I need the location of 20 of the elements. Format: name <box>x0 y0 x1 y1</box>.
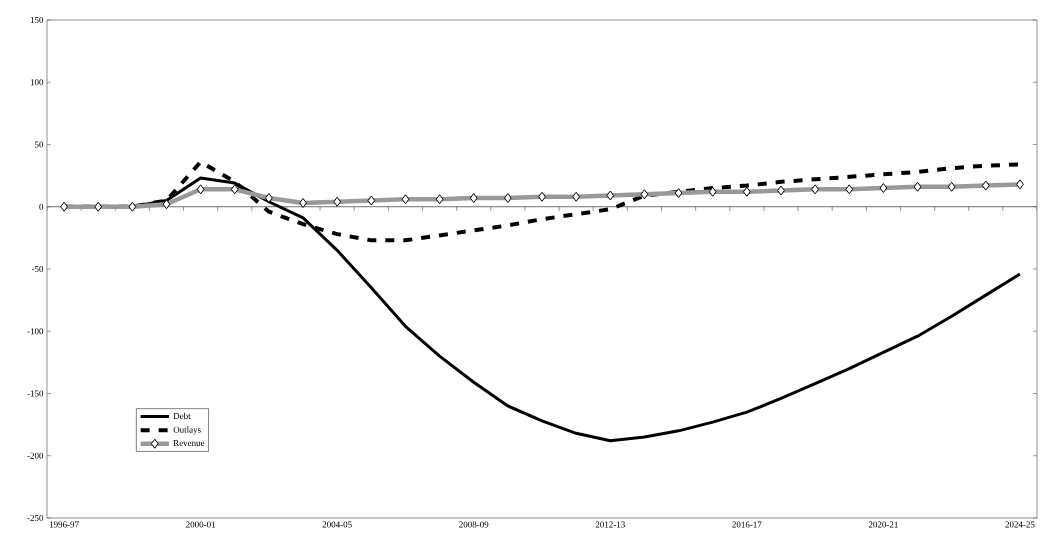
x-tick-label: 2008-09 <box>459 521 489 528</box>
x-tick-label: 2012-13 <box>595 521 625 528</box>
legend-label: Revenue <box>173 440 205 447</box>
y-tick-label: 50 <box>35 141 44 148</box>
x-tick-label: 2004-05 <box>322 521 352 528</box>
y-tick-label: -100 <box>27 328 44 335</box>
y-tick-label: -250 <box>27 514 44 522</box>
legend-label: Debt <box>173 412 191 419</box>
y-tick-label: -200 <box>27 452 44 459</box>
y-tick-label: 150 <box>30 16 44 24</box>
x-tick-label: 2000-01 <box>186 521 216 528</box>
x-tick-label: 1996-97 <box>49 521 79 528</box>
legend-label: Outlays <box>173 426 201 435</box>
y-tick-label: -150 <box>27 390 44 397</box>
x-tick-label: 2016-17 <box>732 521 762 528</box>
x-tick-label: 2024-25 <box>1005 521 1035 528</box>
y-tick-label: -50 <box>31 265 44 273</box>
y-tick-label: 0 <box>39 203 44 210</box>
y-tick-label: 100 <box>30 79 44 86</box>
x-tick-label: 2020-21 <box>868 521 898 528</box>
